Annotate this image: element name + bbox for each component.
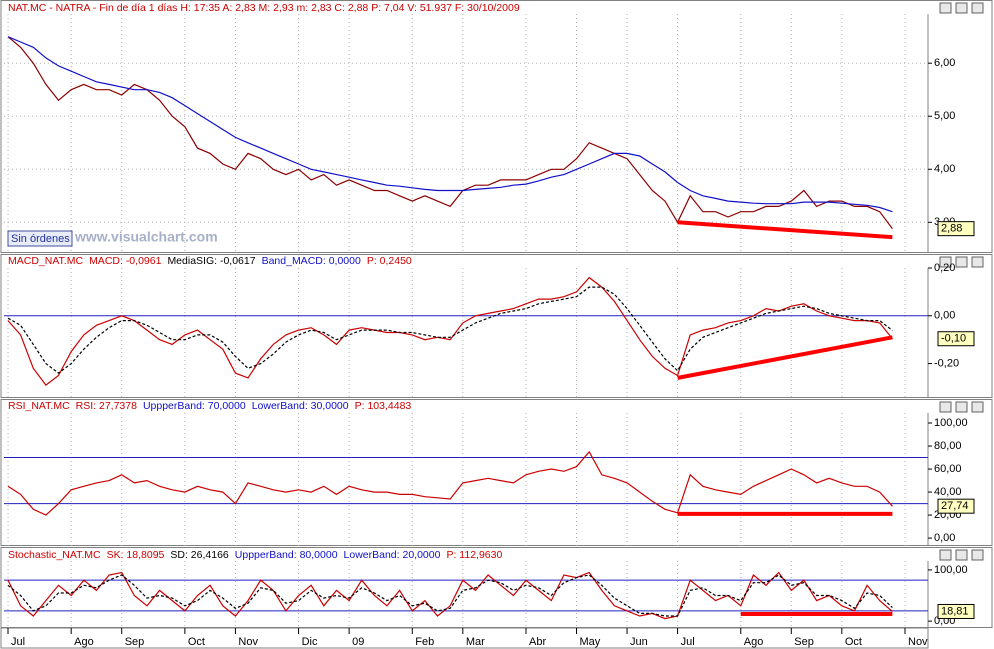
header-item: UppperBand: 70,0000: [143, 400, 246, 412]
series-line: [7, 276, 893, 386]
header-item: P: 103,4483: [355, 400, 412, 412]
last-value-box: [937, 498, 975, 514]
window-button: [955, 2, 968, 14]
header-item: UppperBand: 80,0000: [235, 549, 338, 561]
plot: [7, 36, 893, 240]
window-button: [971, 401, 984, 413]
y-tick-label: 4,00: [934, 163, 955, 175]
y-tick-label: 6,00: [934, 57, 955, 69]
y-tick-label: 0,00: [934, 532, 955, 544]
last-value-box: [937, 331, 975, 347]
y-tick-label: 40,00: [934, 486, 962, 498]
series-line: [7, 286, 893, 374]
y-tick-label: -0,20: [934, 357, 959, 369]
header-item: Band_MACD: 0,0000: [262, 255, 361, 267]
header-item: SD: 26,4166: [170, 549, 229, 561]
orders-label: Sin órdenes: [11, 233, 70, 245]
last-value-label: 18,81: [941, 605, 969, 617]
panel-header: NAT.MC - NATRA - Fin de día 1 días H: 17…: [8, 2, 520, 14]
x-tick-label: Mar: [466, 636, 485, 648]
header-item: RSI: 27,7378: [76, 400, 137, 412]
window-button: [939, 549, 952, 561]
panel-header: RSI_NAT.MC RSI: 27,7378 UppperBand: 70,000…: [8, 400, 411, 412]
series-line: [7, 36, 893, 230]
x-tick-label: May: [580, 636, 601, 648]
watermark: www.visualchart.com: [74, 229, 218, 245]
window-button: [939, 401, 952, 413]
header-item: MACD: -0,0961: [89, 255, 162, 267]
x-tick-label: Abr: [529, 636, 546, 648]
series-line: [7, 36, 893, 213]
header-item: LowerBand: 30,0000: [252, 400, 349, 412]
plot: [4, 276, 928, 386]
plot: [4, 571, 928, 620]
header-item: NAT.MC - NATRA - Fin de día 1 días H: 17…: [8, 2, 520, 14]
x-tick-label: Oct: [188, 636, 205, 648]
y-tick-label: 0,20: [934, 262, 955, 274]
plot: [4, 450, 928, 516]
header-item: Stochastic_NAT.MC: [8, 549, 101, 561]
header-item: P: 0,2450: [367, 255, 412, 267]
last-value-label: -0,10: [941, 333, 966, 345]
panel-header: MACD_NAT.MC MACD: -0,0961 MediaSIG: -0,061…: [8, 255, 412, 267]
x-tick-label: Sep: [125, 636, 145, 648]
window-button: [971, 2, 984, 14]
x-axis-area: [0, 627, 929, 649]
window-button: [955, 549, 968, 561]
window-button: [939, 256, 952, 268]
window-button: [971, 549, 984, 561]
series-line: [7, 450, 893, 516]
window-button: [971, 256, 984, 268]
panel-frame: [0, 254, 993, 398]
x-tick-label: Jul: [681, 636, 695, 648]
header-item: RSI_NAT.MC: [8, 400, 70, 412]
x-tick-label: 09: [352, 636, 364, 648]
x-tick-label: Ago: [744, 636, 764, 648]
last-value-box: [937, 221, 975, 237]
header-item: LowerBand: 20,0000: [344, 549, 441, 561]
y-tick-label: 100,00: [934, 564, 968, 576]
last-value-box: [937, 603, 975, 619]
last-value-label: 2,88: [941, 223, 962, 235]
last-value-label: 27,74: [941, 500, 969, 512]
trend-line: [677, 220, 893, 240]
window-button: [955, 256, 968, 268]
trend-line: [677, 335, 893, 380]
y-tick-label: 80,00: [934, 440, 962, 452]
window-button: [939, 2, 952, 14]
y-tick-label: 5,00: [934, 110, 955, 122]
panel-header: Stochastic_NAT.MC SK: 18,8095 SD: 26,4166 U…: [8, 549, 502, 561]
x-tick-label: Nov: [908, 636, 928, 648]
header-item: MACD_NAT.MC: [8, 255, 83, 267]
x-tick-label: Ago: [74, 636, 94, 648]
y-tick-label: 60,00: [934, 463, 962, 475]
panel-frame: [0, 0, 993, 253]
y-tick-label: 0,00: [934, 310, 955, 322]
x-tick-label: Oct: [845, 636, 862, 648]
series-line: [7, 574, 893, 617]
panel-frame: [0, 399, 993, 546]
window-button: [955, 401, 968, 413]
x-tick-label: Jul: [11, 636, 25, 648]
orders-box: [7, 230, 73, 247]
header-item: MediaSIG: -0,0617: [167, 255, 255, 267]
header-item: SK: 18,8095: [107, 549, 165, 561]
header-item: P: 112,9630: [446, 549, 502, 561]
x-tick-label: Sep: [794, 636, 814, 648]
y-tick-label: 100,00: [934, 417, 968, 429]
x-tick-label: Dic: [302, 636, 318, 648]
x-tick-label: Feb: [415, 636, 434, 648]
x-tick-label: Nov: [238, 636, 258, 648]
x-tick-label: Jun: [630, 636, 648, 648]
